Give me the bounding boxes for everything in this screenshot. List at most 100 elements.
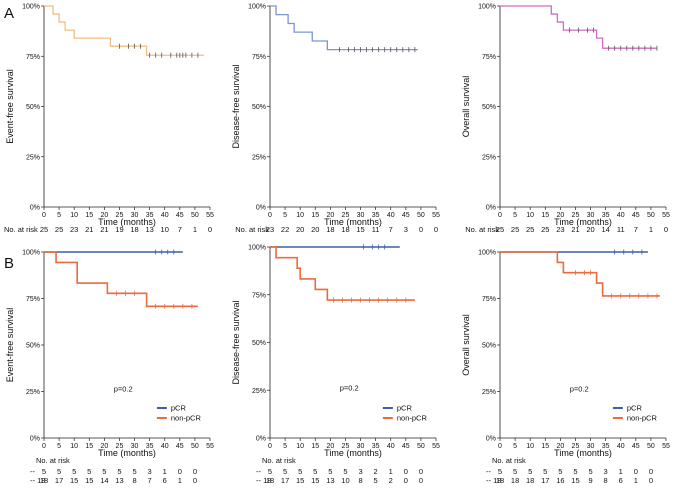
panel-4-y-tick-label: 50% — [26, 343, 40, 350]
panel-5-risk-title: No. at risk — [262, 456, 296, 465]
panel-5-y-tick-label: 25% — [252, 388, 266, 395]
panel-3-y-axis-title: Overall survival — [461, 76, 471, 138]
panel-5-x-tick-label: 25 — [342, 443, 350, 450]
panel-1-risk-value: 21 — [85, 225, 93, 234]
panel-3-risk-value: 21 — [571, 225, 579, 234]
panel-2-x-tick-label: 55 — [432, 212, 440, 219]
panel-6-p-value: p=0.2 — [570, 385, 589, 394]
panel-5-x-tick-label: 30 — [357, 443, 365, 450]
panel-6-risk-value: 17 — [541, 476, 549, 485]
panel-6-x-axis-title: Time (months) — [554, 448, 612, 458]
panel-2-series-line — [270, 5, 418, 51]
panel-5-risk-value: 1 — [389, 467, 393, 476]
panel-6-y-tick-label: 100% — [478, 250, 496, 257]
panel-3-risk-value: 1 — [649, 225, 653, 234]
panel-6-x-tick-label: 40 — [617, 443, 625, 450]
panel-5-x-axis-title: Time (months) — [324, 448, 382, 458]
panel-5-risk-value: 5 — [283, 467, 287, 476]
panel-2-y-tick-label: 50% — [252, 104, 266, 111]
panel-4-x-tick-label: 15 — [85, 443, 93, 450]
panel-4-risk-value: 14 — [100, 476, 108, 485]
panel-4-x-tick-label: 50 — [191, 443, 199, 450]
panel-6-x-tick-label: 5 — [513, 443, 517, 450]
panel-1-risk-value: 23 — [70, 225, 78, 234]
panel-4-x-tick-label: 45 — [176, 443, 184, 450]
panel-6: 0%25%50%75%100%0 5 10 15 20 25 30 35 40 45 50 55Tim… — [461, 249, 670, 485]
panel-5-risk-row-label: -- — [256, 467, 261, 476]
panel-4-risk-value: 1 — [163, 467, 167, 476]
panel-6-risk-value: 5 — [573, 467, 577, 476]
panel-3-risk-value: 25 — [541, 225, 549, 234]
panel-5-risk-value: 0 — [404, 476, 408, 485]
panel-6-risk-row-label: -- 18 — [486, 476, 501, 485]
panel-2-risk-value: 18 — [341, 225, 349, 234]
panel-3-x-axis-title: Time (months) — [554, 217, 612, 227]
panel-4-risk-row-label: -- — [30, 467, 35, 476]
panel-6-risk-value: 15 — [571, 476, 579, 485]
panel-2-x-tick-label: 20 — [326, 212, 334, 219]
panel-5-risk-value: 5 — [374, 476, 378, 485]
panel-6-x-tick-label: 50 — [647, 443, 655, 450]
panel-5-risk-value: 0 — [419, 467, 423, 476]
panel-4-risk-value: 18 — [40, 476, 48, 485]
panel-4-p-value: p=0.2 — [114, 385, 133, 394]
panel-1-y-axis-title: Event-free survival — [5, 69, 15, 144]
panel-4-x-tick-label: 25 — [116, 443, 124, 450]
panel-5-risk-value: 2 — [374, 467, 378, 476]
panel-5-series-non-pcr — [270, 246, 415, 301]
panel-3-x-tick-label: 45 — [632, 212, 640, 219]
panel-2-risk-value: 22 — [281, 225, 289, 234]
panel-2-risk-title: No. at risk — [235, 225, 269, 234]
panel-6-y-axis-title: Overall survival — [461, 314, 471, 376]
panel-5-risk-value: 0 — [419, 476, 423, 485]
panel-2-y-tick-label: 75% — [252, 54, 266, 61]
panel-1-risk-title: No. at risk — [4, 225, 38, 234]
panel-5-y-tick-label: 75% — [252, 292, 266, 299]
panel-4-x-tick-label: 40 — [161, 443, 169, 450]
panel-5-risk-value: 5 — [268, 467, 272, 476]
panel-2-x-tick-label: 5 — [283, 212, 287, 219]
panel-3-risk-value: 7 — [634, 225, 638, 234]
panel-1-x-tick-label: 30 — [131, 212, 139, 219]
panel-4-x-tick-label: 0 — [42, 443, 46, 450]
panel-letter-a: A — [4, 5, 14, 22]
panel-4-y-tick-label: 75% — [26, 296, 40, 303]
panel-6-x-tick-label: 45 — [632, 443, 640, 450]
panel-3-x-tick-label: 0 — [498, 212, 502, 219]
panel-4-risk-value: 13 — [115, 476, 123, 485]
panel-3-risk-value: 25 — [526, 225, 534, 234]
panel-5: 0%25%50%75%100%0 5 10 15 20 25 30 35 40 45 50 55Tim… — [231, 244, 440, 485]
panel-2-x-tick-label: 35 — [372, 212, 380, 219]
panel-3-risk-title: No. at risk — [465, 225, 499, 234]
panel-4-x-tick-label: 10 — [70, 443, 78, 450]
panel-6-risk-value: 5 — [543, 467, 547, 476]
panel-5-risk-value: 10 — [341, 476, 349, 485]
panel-1-series-line — [44, 5, 204, 56]
panel-2-x-tick-label: 10 — [296, 212, 304, 219]
panel-5-risk-value: 5 — [328, 467, 332, 476]
panel-4-risk-value: 15 — [70, 476, 78, 485]
panel-6-x-tick-label: 55 — [662, 443, 670, 450]
panel-5-risk-value: 2 — [389, 476, 393, 485]
panel-1-y-tick-label: 75% — [26, 54, 40, 61]
panel-6-risk-value: 8 — [604, 476, 608, 485]
panel-5-y-axis-title: Disease-free survival — [231, 300, 241, 384]
panel-4-x-tick-label: 5 — [57, 443, 61, 450]
panel-1-y-tick-label: 25% — [26, 154, 40, 161]
panel-6-legend-label: pCR — [627, 404, 643, 413]
panel-4-risk-value: 5 — [102, 467, 106, 476]
panel-5-y-tick-label: 50% — [252, 340, 266, 347]
panel-4-y-tick-label: 0% — [30, 436, 40, 443]
panel-2-risk-value: 7 — [389, 225, 393, 234]
panel-1-x-tick-label: 0 — [42, 212, 46, 219]
panel-6-y-tick-label: 0% — [486, 436, 496, 443]
panel-5-x-tick-label: 10 — [296, 443, 304, 450]
panel-2-x-axis-title: Time (months) — [324, 217, 382, 227]
panel-6-risk-value: 0 — [649, 476, 653, 485]
panel-4-x-tick-label: 30 — [131, 443, 139, 450]
panel-6-y-tick-label: 50% — [482, 343, 496, 350]
panel-1-x-tick-label: 45 — [176, 212, 184, 219]
panel-6-risk-value: 18 — [526, 476, 534, 485]
panel-1-risk-value: 18 — [130, 225, 138, 234]
panel-6-legend-label: non-pCR — [627, 414, 658, 423]
